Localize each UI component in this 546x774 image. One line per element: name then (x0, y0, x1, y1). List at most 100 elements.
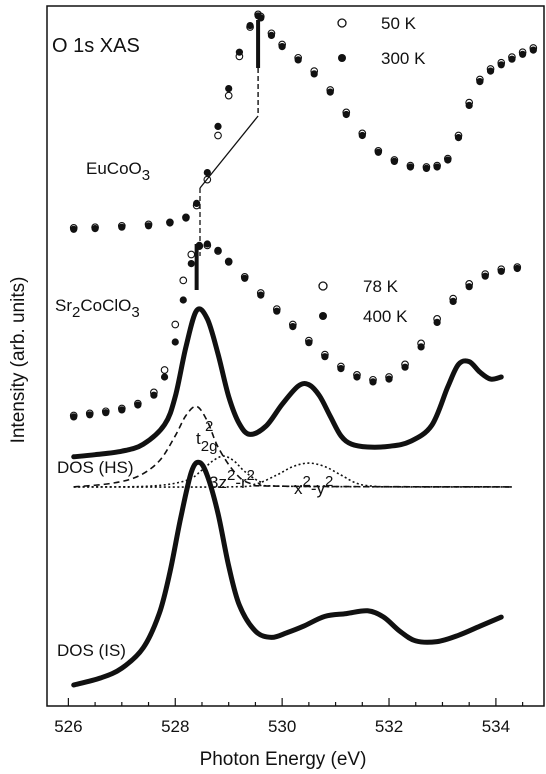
data-point-filled (225, 84, 233, 93)
data-point-filled (465, 101, 473, 109)
data-point-filled (358, 131, 366, 140)
data-point-filled (187, 260, 195, 268)
legend-filled-marker (319, 312, 327, 320)
data-point-filled (241, 274, 249, 282)
x-tick-label: 526 (54, 717, 82, 736)
legend-label-78k: 78 K (363, 277, 399, 296)
data-point-filled (203, 169, 211, 177)
data-point-filled (497, 61, 505, 69)
data-point-filled (257, 291, 265, 299)
chart-title: O 1s XAS (52, 35, 140, 57)
data-point-filled (476, 77, 484, 86)
data-point-filled (337, 365, 345, 373)
data-point-filled (353, 373, 361, 381)
data-point-open (224, 91, 233, 100)
data-point-filled (214, 246, 222, 254)
data-point-filled (449, 297, 457, 306)
data-point-filled (150, 391, 158, 399)
data-point-filled (144, 222, 153, 230)
data-point-filled (310, 70, 318, 78)
sample-label-euco: EuCoO3 (86, 159, 150, 184)
series-3z2-r2-line (73, 455, 512, 488)
series-x2-y2-line (73, 462, 512, 488)
data-point-filled (513, 264, 521, 273)
data-point-filled (519, 50, 527, 58)
curve-label-dos-hs: DOS (HS) (57, 458, 134, 477)
series-dos-is--line (71, 459, 504, 688)
data-point-filled (342, 110, 350, 119)
data-point-filled (102, 409, 110, 417)
data-point-filled (278, 42, 286, 51)
legend-filled-marker (338, 54, 346, 62)
data-point-filled (134, 401, 142, 409)
series-400-k (70, 240, 521, 421)
series-dos-hs--line (71, 306, 504, 460)
legend-middle: 78 K 400 K (318, 277, 408, 326)
data-point-filled (70, 225, 78, 233)
annotations (194, 20, 261, 290)
data-point-filled (417, 343, 425, 351)
data-point-filled (390, 157, 398, 165)
x-tick-label: 534 (482, 717, 510, 736)
data-point-filled (289, 323, 297, 331)
data-point-filled (273, 307, 281, 315)
data-point-filled (481, 272, 489, 280)
data-point-open (187, 250, 196, 259)
data-point-filled (118, 406, 126, 414)
data-point-filled (182, 214, 190, 222)
data-point-filled (444, 156, 452, 164)
data-point-filled (385, 375, 393, 383)
peak-label-x2-y2: x2-y2 (294, 473, 333, 498)
data-point-open (171, 320, 180, 329)
data-point-filled (160, 373, 169, 381)
plot-frame (46, 5, 545, 707)
series-78-k (69, 241, 522, 420)
data-point-filled (422, 164, 431, 172)
data-point-filled (86, 411, 94, 419)
series-300-k (70, 12, 537, 233)
data-point-filled (326, 88, 334, 96)
legend-label-400k: 400 K (363, 307, 408, 326)
plot-border (46, 5, 545, 707)
data-point-filled (401, 363, 409, 371)
x-tick-label: 530 (268, 717, 296, 736)
peak-label-3z2-r2: 3z2-r2 (209, 467, 255, 492)
data-point-filled (454, 134, 463, 142)
data-point-filled (369, 378, 377, 386)
axis-ticks: 526 528 530 532 534 (54, 698, 524, 736)
series-layer (69, 10, 538, 688)
data-point-filled (294, 56, 302, 64)
x-tick-label: 528 (161, 717, 189, 736)
data-point-filled (406, 163, 415, 171)
data-point-filled (193, 199, 201, 207)
data-point-filled (91, 225, 99, 233)
legend-open-marker (337, 18, 347, 28)
x-tick-label: 532 (375, 717, 403, 736)
data-point-filled (171, 338, 179, 346)
data-point-filled (486, 67, 495, 75)
legend-label-50k: 50 K (381, 14, 417, 33)
sample-label-srco: Sr2CoClO3 (55, 296, 140, 321)
x-axis-title: Photon Energy (eV) (200, 749, 367, 770)
data-point-filled (508, 55, 516, 63)
data-point-filled (465, 283, 473, 291)
data-point-filled (374, 148, 382, 156)
data-point-filled (257, 14, 265, 22)
curve-label-dos-is: DOS (IS) (57, 641, 126, 660)
series-50-k (69, 10, 538, 232)
data-point-filled (433, 163, 441, 171)
data-point-filled (225, 258, 233, 266)
data-point-filled (235, 48, 243, 56)
data-point-filled (118, 223, 126, 231)
data-point-filled (70, 413, 78, 421)
data-point-filled (497, 267, 505, 275)
legend-open-marker (318, 281, 328, 291)
data-point-open (179, 276, 188, 285)
data-point-open (160, 366, 169, 374)
data-point-open (214, 131, 222, 140)
peak-connector (199, 115, 259, 189)
data-point-filled (166, 219, 174, 227)
series-t2g-line (73, 405, 512, 488)
data-point-filled (305, 339, 313, 347)
